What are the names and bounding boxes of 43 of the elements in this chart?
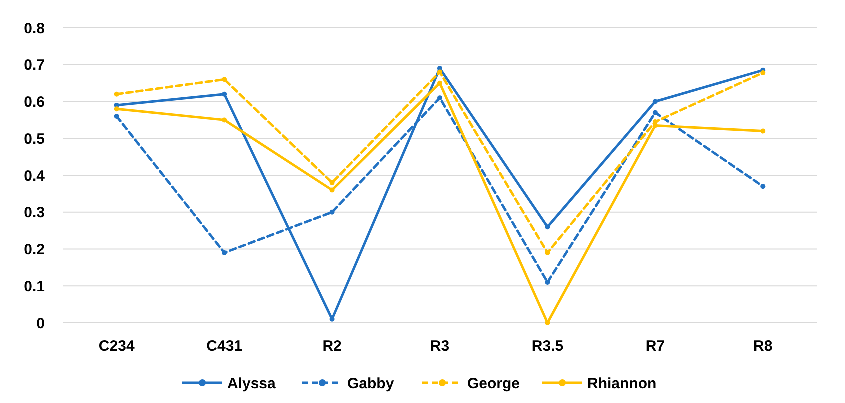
point bbox=[222, 250, 228, 256]
x-tick-label: R7 bbox=[646, 338, 666, 355]
point bbox=[438, 70, 442, 75]
point bbox=[652, 110, 658, 116]
x-tick-label: R8 bbox=[754, 338, 773, 355]
x-tick-label: R2 bbox=[322, 338, 342, 355]
y-tick-label: 0.2 bbox=[24, 242, 45, 258]
y-tick-label: 0.4 bbox=[24, 168, 46, 185]
point bbox=[760, 184, 766, 190]
point bbox=[330, 188, 335, 193]
point bbox=[545, 320, 550, 326]
y-tick-label: 0.5 bbox=[24, 130, 45, 148]
x-tick-label: C431 bbox=[206, 338, 242, 355]
y-tick-label: 0 bbox=[36, 315, 45, 332]
y-tick-label: 0.8 bbox=[24, 20, 45, 38]
point bbox=[114, 92, 120, 97]
point bbox=[222, 77, 228, 82]
x-tick-label: C234 bbox=[98, 338, 136, 355]
point bbox=[545, 224, 550, 230]
point bbox=[330, 210, 335, 215]
legend-label: George bbox=[468, 375, 520, 392]
point bbox=[652, 99, 658, 104]
point bbox=[330, 180, 335, 186]
x-tick-label: R3.5 bbox=[532, 338, 564, 355]
point bbox=[438, 96, 442, 101]
point bbox=[760, 70, 766, 76]
y-tick-label: 0.1 bbox=[24, 278, 45, 296]
y-tick-label: 0.3 bbox=[24, 204, 45, 222]
y-tick-label: 0.7 bbox=[24, 57, 45, 74]
point bbox=[545, 280, 550, 285]
point bbox=[545, 250, 550, 256]
legend-label: Rhiannon bbox=[588, 375, 657, 392]
legend-label: Gabby bbox=[348, 375, 395, 392]
point bbox=[222, 118, 228, 123]
point bbox=[114, 114, 120, 119]
point bbox=[222, 92, 228, 97]
point bbox=[438, 80, 442, 86]
y-tick-label: 0.6 bbox=[24, 94, 45, 111]
point bbox=[652, 123, 658, 128]
point bbox=[114, 106, 120, 112]
point bbox=[760, 128, 766, 134]
legend-label: Alyssa bbox=[228, 375, 277, 392]
x-tick-label: R3 bbox=[430, 338, 450, 355]
